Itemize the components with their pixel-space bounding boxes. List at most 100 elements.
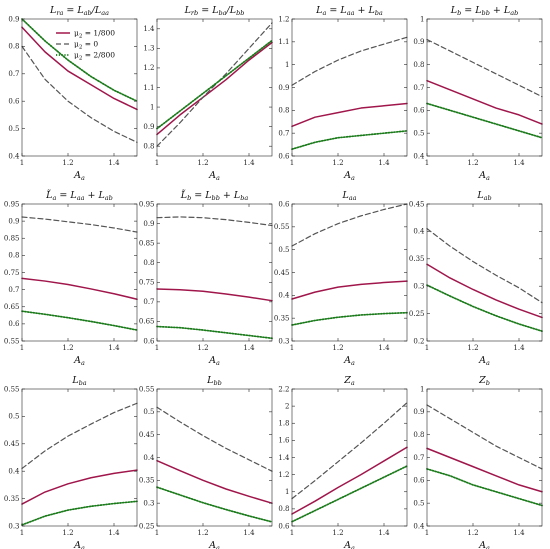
x-axis-label: Aa [208,170,220,182]
subplot-8: Lab 0.2 0.25 0.3 0.35 0.4 0.45 1 1.2 1.4 Aa [409,190,543,367]
x-tick-label: 1.2 [332,529,343,537]
y-tick-label: 0.5 [278,246,289,254]
subplot-title: La = Laa + Lba [315,5,383,17]
subplot-title: Lab [476,190,491,202]
series-line-2 [156,406,273,472]
x-tick-label: 1.2 [197,344,208,352]
subplot-title: L̃a = Laa + Lab [45,189,113,202]
x-tick-label: 1 [20,344,24,352]
x-axis-label: Aa [478,540,490,549]
x-tick-label: 1.2 [62,529,73,537]
y-tick-label: 0.45 [409,200,425,208]
subplot-11: Za 0.6 0.8 1 1.2 1.4 1.6 1.8 2 2.2 1 1.2 1.4 Aa [278,375,408,549]
y-tick-label: 0.35 [274,314,290,322]
y-tick-label: 0.5 [413,499,424,507]
y-tick-label: 0.95 [4,200,20,208]
subplot-title: Lba [71,375,86,387]
y-tick-label: 0.5 [143,408,154,416]
series-line-1 [21,277,138,300]
series-line-1 [291,446,408,515]
y-tick-label: 0.8 [413,431,424,439]
y-tick-label: 1.2 [278,15,289,23]
x-axis-label: Aa [73,540,85,549]
y-tick-label: 0.8 [143,143,154,151]
x-tick-label: 1.4 [378,344,390,352]
x-tick-label: 1 [425,344,429,352]
y-tick-label: 0.8 [8,252,19,260]
x-axis-label: Aa [478,170,490,182]
y-tick-label: 0.7 [8,70,19,78]
y-tick-label: 0.4 [413,522,425,530]
axes-box [156,18,273,157]
axes-box [21,388,138,527]
series-line-2 [156,216,273,227]
series-line-2 [21,216,138,233]
x-tick-label: 1.2 [332,344,343,352]
x-tick-label: 1 [155,529,159,537]
y-tick-label: 0.6 [278,522,290,530]
series-line-3 [21,500,138,526]
subplot-2: Lrb = Lba/Lbb 0.8 0.9 1 1.1 1.2 1.3 1.4 1 1.2 1.4 A… [143,5,273,182]
y-tick-label: 0.5 [8,413,19,421]
x-tick-label: 1 [425,529,429,537]
y-tick-label: 0.4 [413,228,425,236]
series-line-3 [156,325,273,340]
y-tick-label: 0.45 [139,431,155,439]
y-tick-label: 0.9 [143,123,154,131]
y-tick-label: 1 [285,61,289,69]
y-tick-label: 0.9 [413,38,424,46]
y-tick-label: 0.45 [4,440,20,448]
subplot-6: L̃b = Lbb + Lba 0.6 0.65 0.7 0.75 0.8 0.85 0.9 0… [139,189,273,367]
y-tick-label: 1.1 [143,84,154,92]
y-tick-label: 0.6 [278,152,290,160]
y-tick-label: 1.4 [278,454,290,462]
x-tick-label: 1 [155,344,159,352]
subplot-12: Zb 0.4 0.5 0.6 0.7 0.8 0.9 1 1 1.2 1.4 Aa [413,375,543,549]
y-tick-label: 0.8 [8,43,19,51]
y-tick-label: 2 [285,402,289,410]
y-tick-label: 1.3 [143,45,154,53]
y-tick-label: 0.6 [143,337,155,345]
y-tick-label: 0.55 [4,337,20,345]
x-axis-label: Aa [343,355,355,367]
series-line-3 [426,468,543,507]
subplot-7: Laa 0.3 0.35 0.4 0.45 0.5 0.55 0.6 1 1.2 1.4 Aa [274,190,408,367]
y-tick-label: 0.55 [4,385,20,393]
axes-box [21,203,138,342]
series-line-1 [426,447,543,493]
y-tick-label: 0.55 [139,385,155,393]
y-tick-label: 0.9 [8,15,19,23]
y-tick-label: 0.4 [278,292,290,300]
x-tick-label: 1.2 [62,344,73,352]
y-tick-label: 0.5 [413,129,424,137]
x-tick-label: 1.2 [197,159,208,167]
subplot-title: Lrb = Lba/Lbb [184,5,245,17]
y-tick-label: 2.2 [278,385,289,393]
series-line-1 [156,288,273,302]
y-tick-label: 1 [420,385,424,393]
x-axis-label: Aa [73,355,85,367]
x-tick-label: 1.4 [378,159,390,167]
y-tick-label: 0.7 [413,454,424,462]
axes-box [291,18,408,157]
x-tick-label: 1.2 [467,529,478,537]
x-tick-label: 1.4 [108,529,120,537]
subplot-5: L̃a = Laa + Lab 0.55 0.6 0.65 0.7 0.75 0.8 0.85… [4,189,138,367]
series-line-1 [426,79,543,125]
y-tick-label: 1 [420,15,424,23]
axes-box [21,18,138,157]
series-line-3 [426,284,543,332]
subplot-title: Laa [341,190,356,202]
x-tick-label: 1.4 [243,529,255,537]
series-line-1 [426,263,543,319]
series-line-3 [156,39,273,130]
series-line-1 [156,459,273,504]
x-axis-label: Aa [343,170,355,182]
x-axis-label: Aa [208,355,220,367]
y-tick-label: 0.9 [8,217,19,225]
x-tick-label: 1.4 [243,344,255,352]
y-tick-label: 0.3 [413,283,424,291]
x-tick-label: 1 [290,159,294,167]
